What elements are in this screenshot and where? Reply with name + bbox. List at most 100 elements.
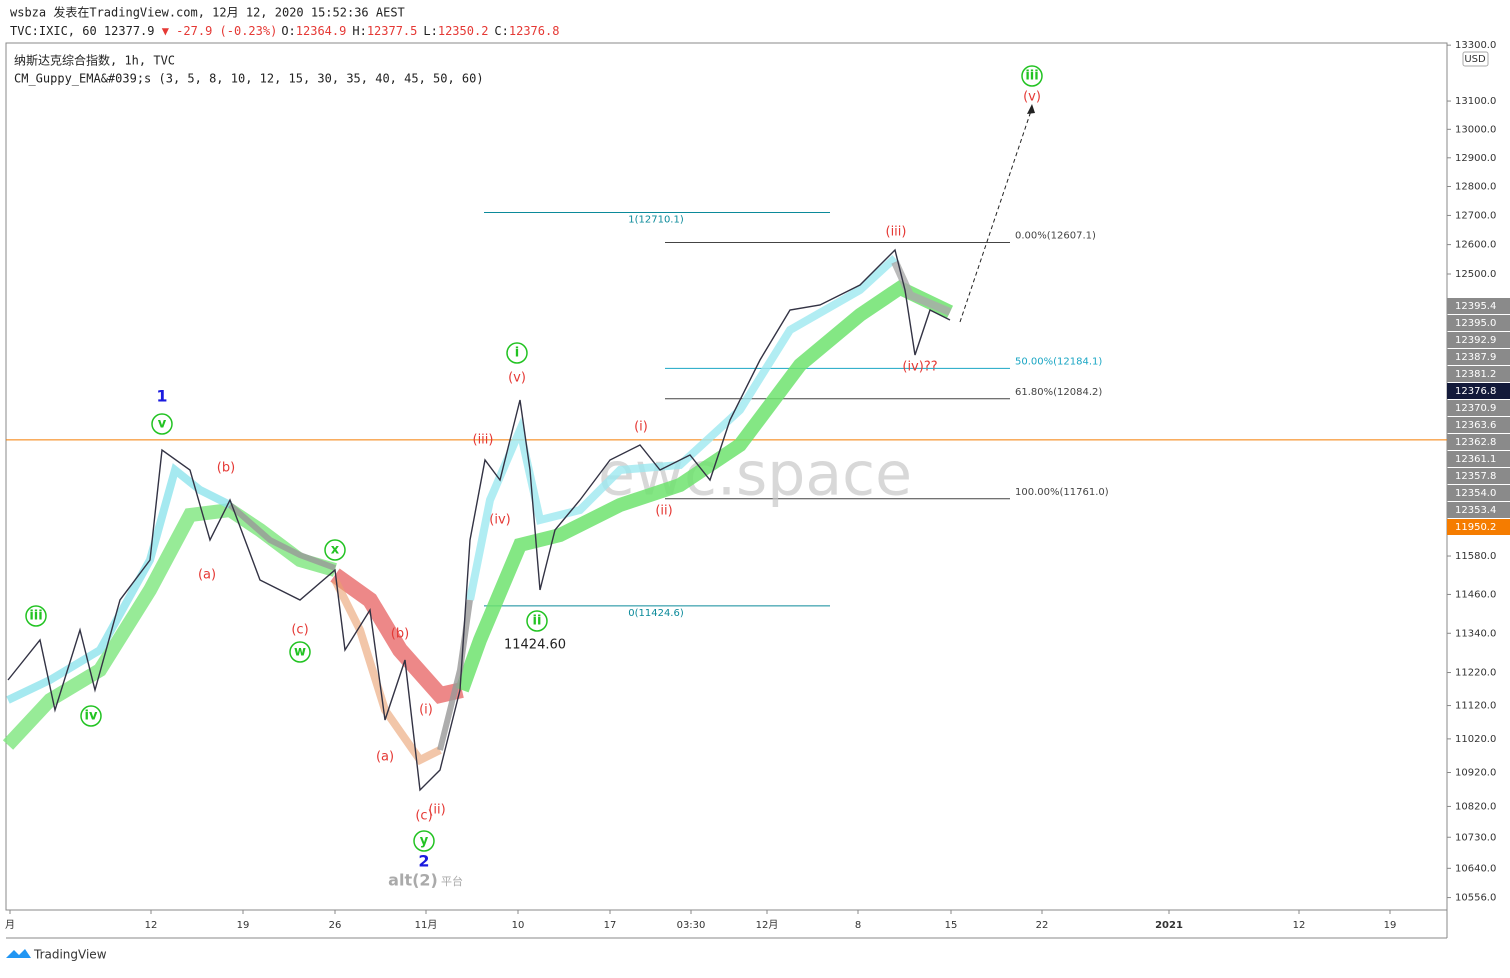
ohlc-value: 12364.9 [296, 24, 347, 38]
wave-label: (i) [419, 703, 433, 718]
fib-label: 100.00%(11761.0) [1015, 487, 1109, 498]
legend-indicator: CM_Guppy_EMA&#039;s (3, 5, 8, 10, 12, 15… [14, 72, 484, 86]
wave-label: 2 [418, 852, 429, 871]
x-tick-label: 26 [329, 920, 342, 931]
wave-circle [413, 830, 435, 852]
price-label: 12357.8 [1455, 471, 1496, 482]
x-tick-label: 17 [604, 920, 617, 931]
fib-label: 61.80%(12084.2) [1015, 387, 1102, 398]
price-label: 12362.8 [1455, 437, 1496, 448]
tv-logo [6, 949, 31, 958]
x-tick-label: 月 [5, 919, 15, 931]
wave-label: x [331, 543, 340, 558]
x-tick-label: 12 [145, 920, 158, 931]
price-label: 12376.8 [1455, 386, 1496, 397]
y-tick-label: 13000.0 [1455, 124, 1496, 135]
price-label-bg [1447, 298, 1510, 314]
y-tick-label: 12700.0 [1455, 210, 1496, 221]
change: ▼ -27.9 (-0.23%) [162, 24, 278, 38]
wave-label: (a) [198, 568, 216, 583]
wave-circle [289, 641, 311, 663]
price-label: 12392.9 [1455, 335, 1496, 346]
price-label-bg [1447, 485, 1510, 501]
ema-ribbon-fast-orange [331, 578, 442, 766]
wave-label: (iii) [886, 225, 907, 240]
y-tick-label: 11580.0 [1455, 551, 1496, 562]
price-label: 12370.9 [1455, 403, 1496, 414]
legend-main: 纳斯达克综合指数, 1h, TVC [14, 53, 175, 68]
y-tick-label: 13100.0 [1455, 96, 1496, 107]
ohlc-value: 12377.5 [367, 24, 418, 38]
wave-label: 1 [156, 387, 167, 406]
ema-ribbon-fast-gray [228, 502, 337, 571]
x-tick-label: 19 [1384, 920, 1397, 931]
wave-circle [80, 705, 102, 727]
ema-ribbon-fast-gray [437, 599, 473, 751]
wave-label: (iv)?? [902, 360, 937, 375]
x-tick-label: 12月 [756, 919, 779, 931]
y-tick-label: 10556.0 [1455, 893, 1496, 904]
x-tick-label: 11月 [415, 919, 438, 931]
fib-label: 0.00%(12607.1) [1015, 231, 1096, 242]
price-label: 12395.4 [1455, 301, 1496, 312]
y-tick-label: 11020.0 [1455, 734, 1496, 745]
wave-label: ii [533, 614, 542, 629]
wave-circle [324, 539, 346, 561]
fib-label: 50.00%(12184.1) [1015, 356, 1102, 367]
currency-box [1462, 51, 1489, 67]
fib-label: 0(11424.6) [628, 608, 684, 619]
price-label-bg [1447, 332, 1510, 348]
y-tick-label: 12800.0 [1455, 182, 1496, 193]
x-tick-label: 10 [512, 920, 525, 931]
y-tick-label: 10920.0 [1455, 768, 1496, 779]
y-tick-label: 11120.0 [1455, 701, 1496, 712]
wave-label: w [294, 645, 306, 660]
y-tick-label: 10820.0 [1455, 801, 1496, 812]
price-label-bg [1447, 349, 1510, 365]
ohlc-key: H: [352, 24, 366, 38]
price-label-bg [1447, 315, 1510, 331]
wave-label: (i) [634, 420, 648, 435]
wave-label: (iv) [489, 513, 510, 528]
ohlc-value: 12376.8 [509, 24, 560, 38]
wave-label: (b) [391, 627, 409, 642]
plot-frame [5, 42, 1448, 911]
price-path [7, 248, 951, 792]
symbol-info: TVC:IXIC, 60 12377.9 ▼ -27.9 (-0.23%) O:1… [10, 24, 559, 38]
y-tick-label: 10640.0 [1455, 863, 1496, 874]
wave-label: (v) [1023, 90, 1041, 105]
wave-label: i [515, 346, 519, 361]
ohlc-key: L: [423, 24, 437, 38]
y-tick-label: 12600.0 [1455, 240, 1496, 251]
symbol: TVC:IXIC, 60 12377.9 [10, 24, 155, 38]
wave-label: alt(2) [388, 871, 438, 890]
wave-label: (c) [291, 623, 308, 638]
wave-label: (c) [415, 809, 432, 824]
x-tick-label: 15 [945, 920, 958, 931]
price-label-bg [1447, 434, 1510, 450]
x-tick-label: 8 [855, 920, 861, 931]
wave-label: (b) [217, 461, 235, 476]
price-label: 12395.0 [1455, 318, 1496, 329]
wave-circle [25, 605, 47, 627]
wave-label: (iii) [473, 433, 494, 448]
wave-label: (ii) [428, 803, 445, 818]
y-tick-label: 10730.0 [1455, 832, 1496, 843]
wave-label: iii [29, 609, 42, 624]
price-label-bg [1447, 366, 1510, 382]
y-tick-label: 11340.0 [1455, 628, 1496, 639]
price-label: 12353.4 [1455, 505, 1496, 516]
ema-ribbon-fast-gray [891, 260, 952, 316]
price-label: 12361.1 [1455, 454, 1496, 465]
price-label-bg [1447, 502, 1510, 518]
publish-info: wsbza 发表在TradingView.com, 12月 12, 2020 1… [10, 5, 405, 20]
wave-label: 11424.60 [504, 638, 566, 653]
ema-ribbon-slow-red [330, 568, 464, 704]
price-label-bg [1447, 519, 1510, 535]
price-label: 12381.2 [1455, 369, 1496, 380]
y-tick-label: 13300.0 [1455, 40, 1496, 51]
ohlc-key: O: [281, 24, 295, 38]
wave-circle [506, 342, 528, 364]
price-label: 12363.6 [1455, 420, 1496, 431]
projection-arrow [959, 107, 1033, 323]
